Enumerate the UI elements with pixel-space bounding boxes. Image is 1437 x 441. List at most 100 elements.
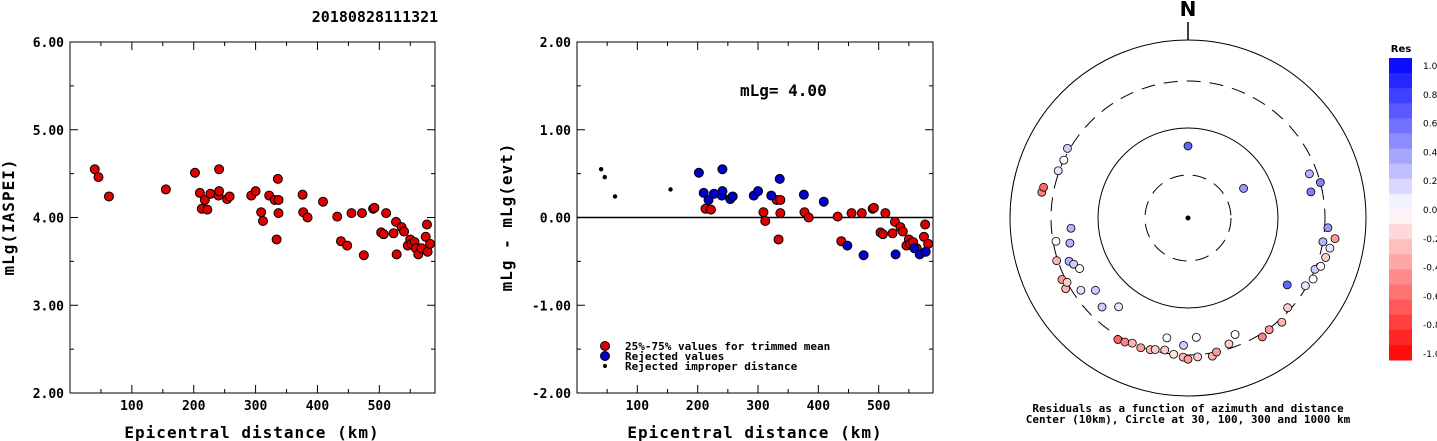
station-point <box>1052 256 1062 266</box>
station-point <box>1277 317 1287 327</box>
ring-1000km <box>1009 39 1367 397</box>
data-point <box>273 194 284 205</box>
station-point <box>1076 285 1086 295</box>
data-point <box>803 212 814 223</box>
data-point <box>378 229 389 240</box>
station-point <box>1059 155 1069 165</box>
data-point <box>758 207 769 218</box>
x-tick-label: 300 <box>244 399 268 414</box>
data-point <box>717 186 728 197</box>
epicenter-marker <box>1185 215 1191 221</box>
station-point <box>1330 234 1340 244</box>
x-tick-label: 200 <box>686 399 710 414</box>
station-point <box>1062 277 1072 287</box>
station-point <box>1179 340 1188 350</box>
x-tick-label: 500 <box>867 399 891 414</box>
station-point <box>1097 302 1107 312</box>
residual-vs-distance-plot: -2.00 -1.00 0.00 1.00 2.00 100 200 300 400 500 m… <box>497 36 934 441</box>
colorbar-swatch <box>1389 148 1412 165</box>
colorbar-tick-label: 0.8 <box>1423 91 1437 101</box>
station-point <box>1120 337 1130 347</box>
data-point <box>775 194 786 205</box>
y-axis-ticks: 2.00 3.00 4.00 5.00 6.00 <box>33 36 435 402</box>
colorbar-swatch <box>1389 209 1412 225</box>
data-point <box>727 191 738 202</box>
data-point <box>846 208 857 219</box>
station-point <box>1191 332 1201 342</box>
data-point <box>205 188 216 199</box>
data-point <box>773 234 784 245</box>
data-point <box>818 196 829 207</box>
station-point <box>1212 347 1221 357</box>
station-point <box>1308 274 1318 284</box>
data-point <box>388 228 399 239</box>
colorbar-swatch <box>1389 344 1412 361</box>
station-point <box>1315 178 1325 187</box>
ring-30km <box>1144 174 1232 262</box>
x-tick-label: 400 <box>306 399 330 414</box>
data-point <box>887 228 898 239</box>
y-tick-label: -2.00 <box>532 387 571 402</box>
data-point <box>602 174 607 180</box>
x-axis-ticks: 100 200 300 400 500 <box>606 42 910 414</box>
data-point <box>775 208 786 219</box>
data-point <box>258 216 269 227</box>
station-point <box>1150 345 1160 354</box>
x-tick-label: 100 <box>120 399 144 414</box>
station-point <box>1321 253 1331 262</box>
station-point <box>1306 187 1316 197</box>
station-point <box>1169 349 1179 359</box>
y-tick-label: 0.00 <box>540 212 571 227</box>
data-point <box>897 226 908 237</box>
north-label: N <box>1180 0 1197 21</box>
data-point <box>391 249 402 260</box>
colorbar-tick-label: 0.2 <box>1423 177 1437 187</box>
station-point <box>1039 182 1048 192</box>
data-point <box>766 190 777 201</box>
data-point <box>250 186 261 197</box>
station-point <box>1264 325 1274 335</box>
station-point <box>1325 243 1335 253</box>
station-point <box>1318 237 1328 247</box>
legend-marker-improper-distance <box>603 364 607 368</box>
data-point <box>89 164 100 175</box>
colorbar-swatch <box>1389 254 1412 270</box>
data-points <box>598 164 934 261</box>
colorbar-swatch <box>1389 88 1412 104</box>
station-point <box>1053 166 1063 176</box>
data-point <box>273 208 284 219</box>
data-point <box>668 187 673 192</box>
data-point <box>421 219 432 230</box>
data-point <box>332 211 343 222</box>
data-point <box>103 191 114 202</box>
data-point <box>297 189 308 200</box>
station-point <box>1114 302 1124 312</box>
data-point <box>798 189 809 200</box>
data-point <box>358 250 369 261</box>
data-point <box>877 229 888 240</box>
y-tick-label: 1.00 <box>540 124 571 139</box>
legend: 25%-75% values for trimmed mean Rejected… <box>600 340 830 373</box>
colorbar-tick-label: 0.4 <box>1423 148 1437 158</box>
colorbar-swatches <box>1389 58 1412 361</box>
data-point <box>224 191 235 202</box>
colorbar-swatch <box>1389 314 1412 331</box>
data-points <box>89 164 436 261</box>
residual-azimuth-polar-plot: N Residuals as a function of azimuth and… <box>1009 0 1367 426</box>
station-point <box>1183 354 1193 364</box>
colorbar-tick-label: 0.0 <box>1423 206 1437 216</box>
station-point <box>1091 285 1100 295</box>
station-point <box>1224 339 1234 349</box>
station-point <box>1183 141 1193 151</box>
polar-caption-line2: Center (10km), Circle at 30, 100, 300 an… <box>1026 413 1351 426</box>
station-point <box>1300 281 1310 291</box>
data-point <box>920 246 931 257</box>
y-axis-label: mLg(IASPEI) <box>0 159 18 276</box>
colorbar-swatch <box>1389 118 1412 134</box>
station-point <box>1127 338 1137 348</box>
network-magnitude-annotation: mLg= 4.00 <box>740 81 827 100</box>
magnitude-vs-distance-plot: 2.00 3.00 4.00 5.00 6.00 100 200 300 400 500 mLg… <box>0 36 436 441</box>
legend-marker-trimmed-mean <box>600 341 610 351</box>
x-axis-label: Epicentral distance (km) <box>124 423 379 441</box>
